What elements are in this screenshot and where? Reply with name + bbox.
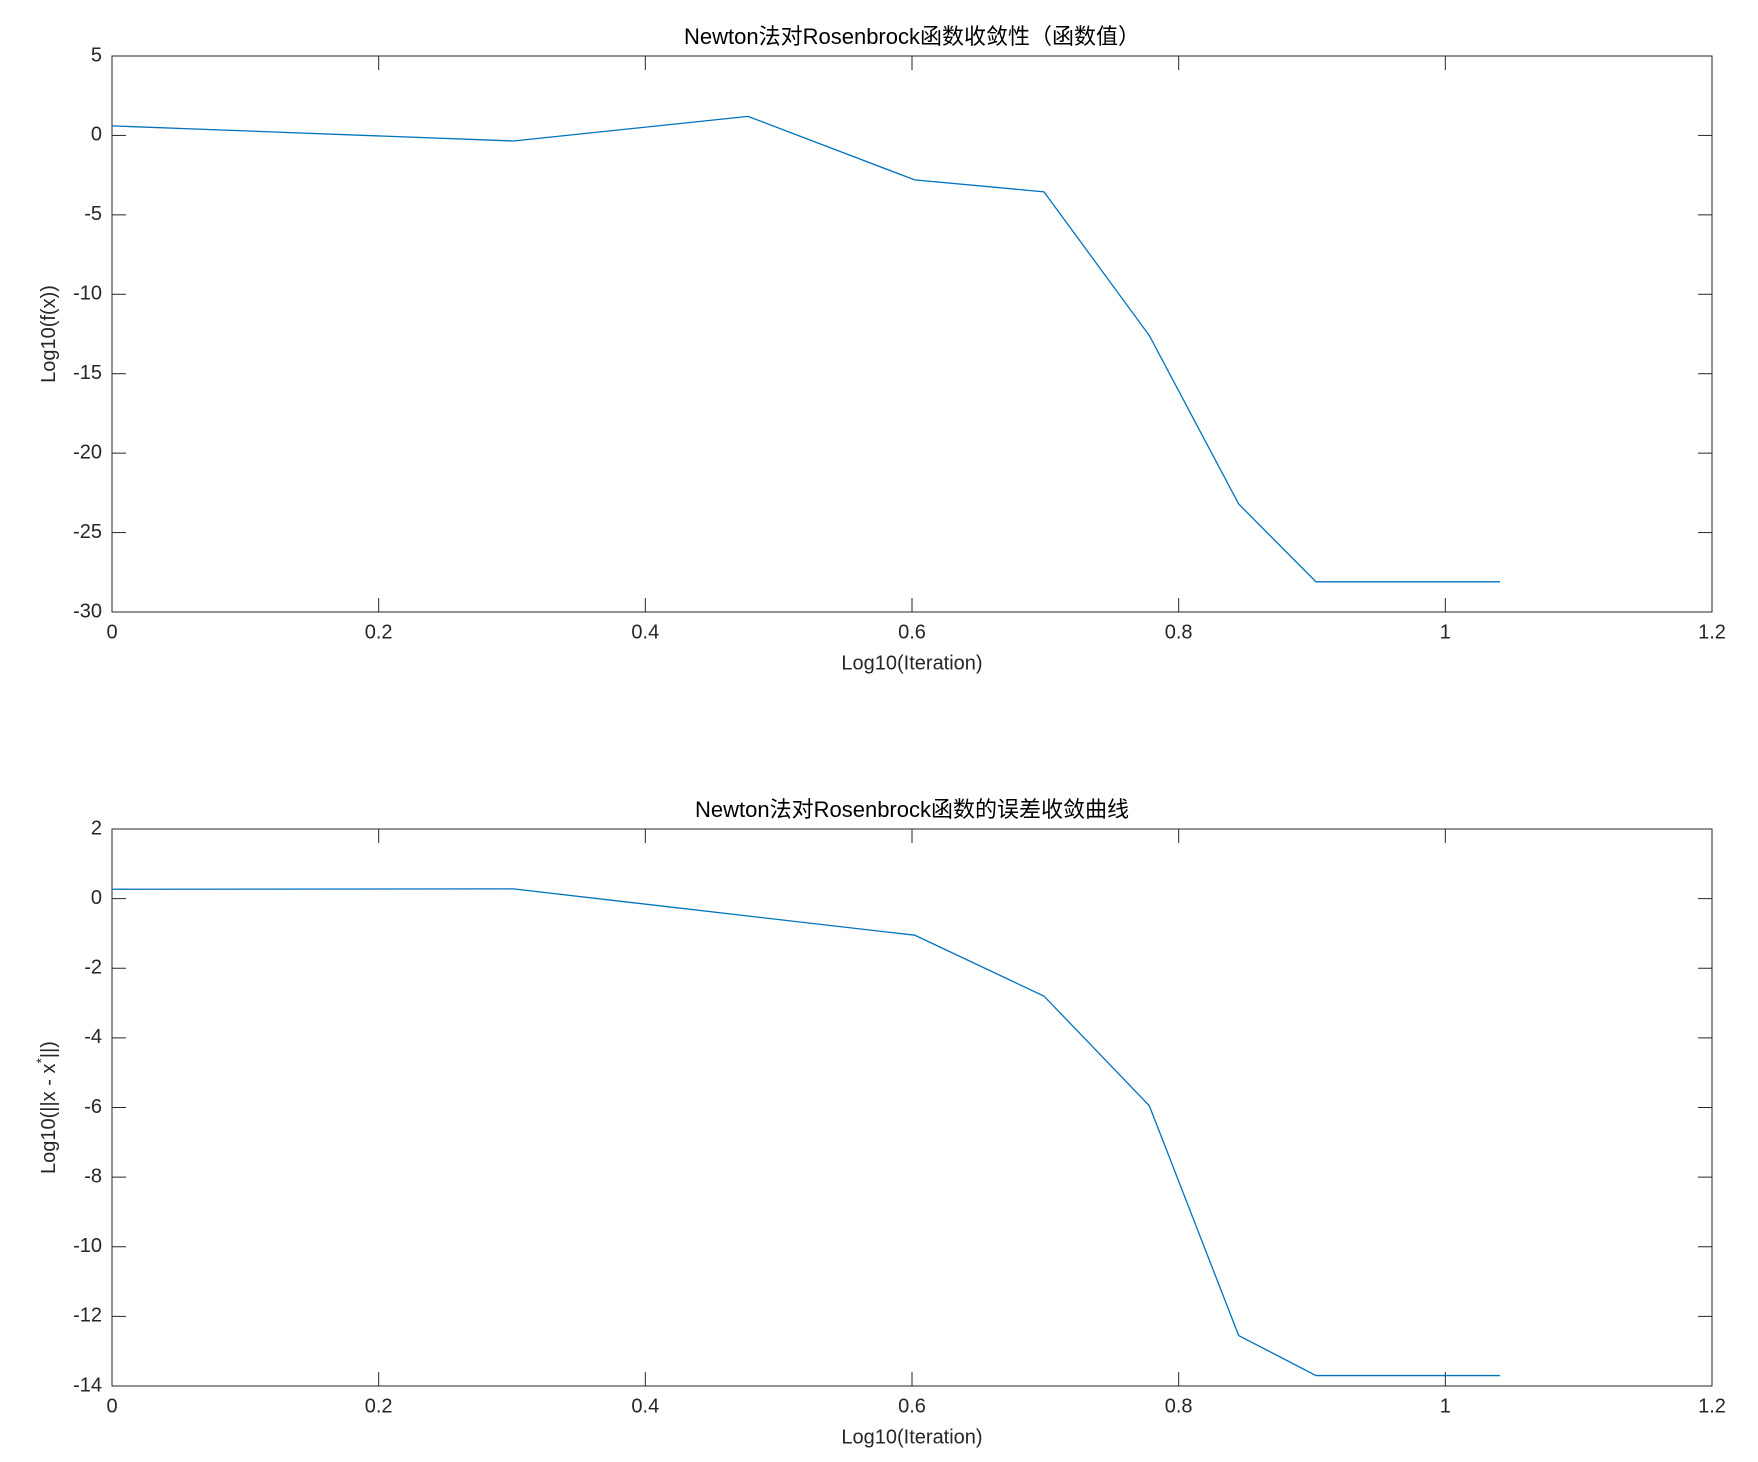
data-line (111, 888, 1500, 1377)
y-tick-label: -10 (73, 1235, 102, 1257)
x-tick-label: 0.4 (631, 1395, 659, 1417)
y-axis-label: Log10(f(x)) (38, 285, 60, 383)
x-tick-label: 0.8 (1165, 1395, 1193, 1417)
chart-title: Newton法对Rosenbrock函数收敛性（函数值） (684, 24, 1140, 49)
x-tick-label: 1.2 (1698, 1395, 1726, 1417)
x-tick-label: 0.8 (1165, 621, 1193, 643)
x-tick-label: 0 (106, 1395, 117, 1417)
chart-title: Newton法对Rosenbrock函数的误差收敛曲线 (695, 797, 1129, 822)
y-axis-label-part: * (33, 1058, 49, 1064)
y-tick-label: -2 (84, 957, 102, 979)
axes-box (111, 55, 1713, 613)
x-axis-label: Log10(Iteration) (841, 1426, 982, 1448)
x-tick-label: 0.6 (898, 621, 926, 643)
y-tick-label: -20 (73, 441, 102, 463)
x-tick-label: 1 (1440, 1395, 1451, 1417)
x-tick-label: 1 (1440, 621, 1451, 643)
x-tick-label: 0.2 (365, 621, 393, 643)
y-axis-label-part: Log10(f(x)) (38, 285, 60, 383)
axes-box (111, 828, 1713, 1387)
x-tick-label: 1.2 (1698, 621, 1726, 643)
y-axis-label-part: Log10(||x - x (38, 1064, 60, 1174)
data-line (111, 115, 1500, 583)
x-tick-label: 0.6 (898, 1395, 926, 1417)
x-tick-label: 0 (106, 621, 117, 643)
y-axis-label: Log10(||x - x*||) (33, 1041, 61, 1174)
y-tick-label: 2 (91, 817, 102, 839)
y-tick-label: -14 (73, 1374, 102, 1396)
x-tick-label: 0.4 (631, 621, 659, 643)
y-tick-label: -10 (73, 283, 102, 305)
y-tick-label: -4 (84, 1026, 102, 1048)
y-tick-label: -5 (84, 203, 102, 225)
y-tick-label: 0 (91, 887, 102, 909)
y-tick-label: -25 (73, 521, 102, 543)
y-tick-label: -30 (73, 600, 102, 622)
x-axis-label: Log10(Iteration) (841, 652, 982, 674)
y-tick-label: 0 (91, 124, 102, 146)
y-axis-label-part: ||) (38, 1041, 60, 1058)
y-tick-label: 5 (91, 44, 102, 66)
y-tick-label: -12 (73, 1305, 102, 1327)
x-tick-label: 0.2 (365, 1395, 393, 1417)
y-tick-label: -8 (84, 1165, 102, 1187)
y-tick-label: -6 (84, 1096, 102, 1118)
y-tick-label: -15 (73, 362, 102, 384)
